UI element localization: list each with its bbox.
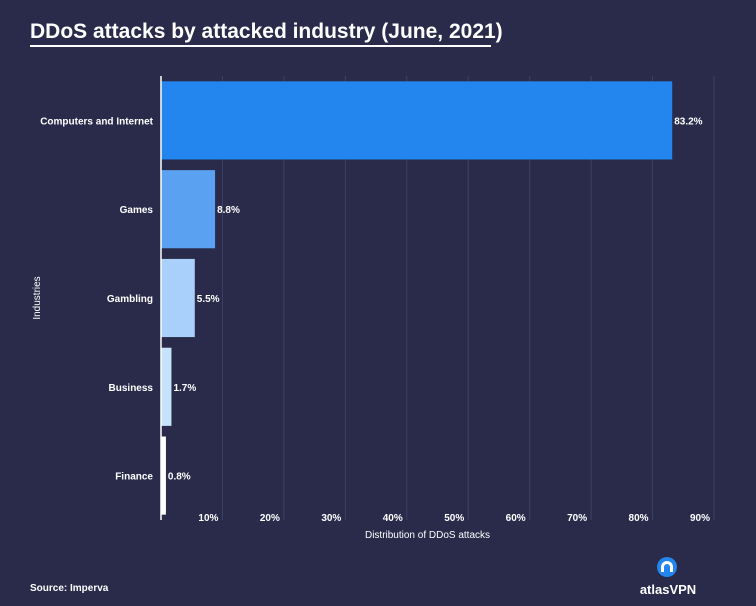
data-label: 83.2% [674,116,702,127]
x-tick-label: 10% [198,513,218,524]
source-note: Source: Imperva [30,583,109,594]
atlasvpn-logo-icon [657,557,677,577]
y-tick-label: Finance [115,472,153,483]
x-tick-label: 70% [567,513,587,524]
y-tick-label: Computers and Internet [40,116,153,127]
y-tick-label: Gambling [107,294,153,305]
bar-3 [161,347,172,426]
bar-4 [161,436,166,515]
x-axis-title: Distribution of DDoS attacks [365,530,490,541]
y-axis-title: Industries [32,276,43,319]
atlasvpn-logo: atlasVPN [632,556,704,600]
x-tick-label: 50% [444,513,464,524]
bar-1 [161,170,216,249]
labels: 10% 20% 30% 40% 50% 60% 70% 80% 90% Computers and… [32,116,710,541]
x-tick-label: 20% [260,513,280,524]
atlasvpn-logo-text: atlasVPN [639,582,697,597]
data-label: 5.5% [197,294,220,305]
y-tick-label: Business [109,383,154,394]
x-tick-label: 30% [321,513,341,524]
y-tick-label: Games [120,205,154,216]
chart-title: DDoS attacks by attacked industry (June,… [30,20,503,43]
x-tick-label: 60% [506,513,526,524]
bars [161,81,673,515]
x-tick-label: 40% [383,513,403,524]
data-label: 1.7% [173,383,196,394]
bar-0 [161,81,673,160]
bar-2 [161,258,195,338]
x-tick-label: 80% [629,513,649,524]
data-label: 0.8% [168,472,191,483]
title-underline [30,45,491,47]
data-label: 8.8% [217,205,240,216]
x-tick-label: 90% [690,513,710,524]
